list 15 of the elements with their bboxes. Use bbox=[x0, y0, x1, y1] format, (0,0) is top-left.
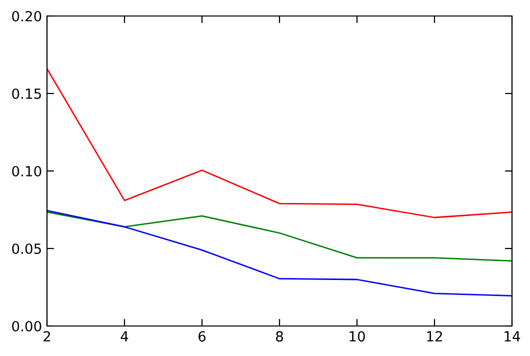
x-tick-label: 12 bbox=[427, 331, 442, 342]
y-tick-label: 0.15 bbox=[12, 88, 41, 99]
y-tick-label: 0.20 bbox=[12, 10, 42, 22]
y-tick-label: 0.05 bbox=[12, 243, 41, 254]
line-series bbox=[47, 211, 512, 262]
y-tick-label: 0.10 bbox=[12, 166, 42, 176]
x-tick-label: 6 bbox=[198, 331, 206, 342]
y-tick-label: 0.00 bbox=[12, 320, 42, 332]
x-tick-label: 2 bbox=[44, 331, 50, 342]
x-tick-label: 14 bbox=[504, 331, 520, 342]
line-series bbox=[47, 210, 512, 296]
x-tick-label: 4 bbox=[120, 331, 128, 342]
line-series bbox=[47, 68, 512, 218]
x-tick-label: 8 bbox=[276, 331, 283, 342]
x-tick-label: 10 bbox=[350, 331, 365, 342]
